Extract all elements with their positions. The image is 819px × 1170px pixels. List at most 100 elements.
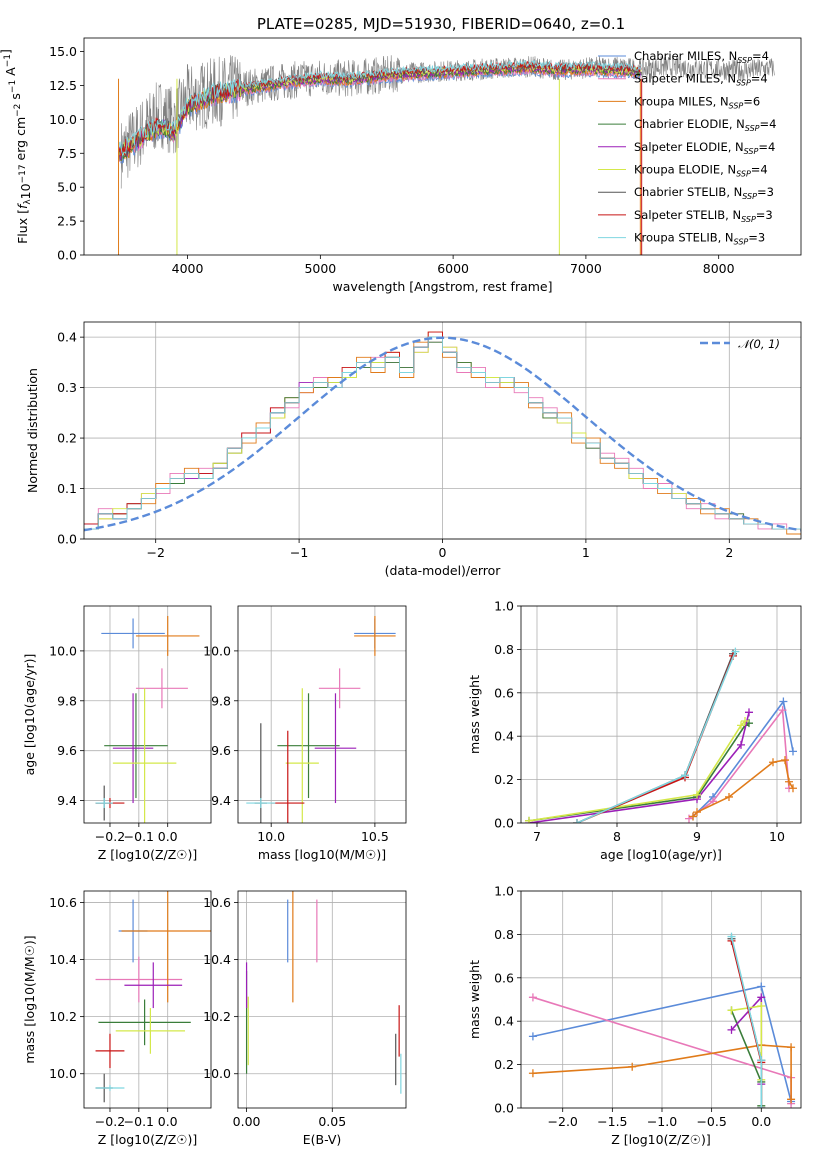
x-tick-label: −1 [290,545,308,560]
x-axis-label: Z [log10(Z/Z☉)] [98,1132,198,1147]
y-tick-label: 9.6 [211,743,231,758]
y-tick-label: 10.4 [203,952,231,967]
weight-marker [787,1095,796,1104]
weight-marker [741,717,749,726]
weight-marker [727,1025,736,1034]
y-tick-label: 0.8 [494,642,514,657]
y-tick-label: 2.5 [57,214,77,229]
x-tick-label: −0.1 [124,1114,154,1129]
weight-marker [785,777,793,786]
y-tick-label: 0.0 [494,816,514,831]
x-tick-label: 9 [693,829,701,844]
x-tick-label: 7000 [570,261,602,276]
weight-marker [757,1104,766,1108]
axes-weight_vs_Z: −2.0 −1.5 −1.0 −0.5 0.0 0.0 0.2 0.4 0.6 0.8 1.0 Z [… [467,884,802,1147]
axes-spectrum: 4000 5000 6000 7000 8000 0.0 2.5 5.0 7.5 10.0 12.5… [0,37,802,294]
y-axis-label: mass weight [467,960,482,1039]
y-tick-label: 10.2 [49,1009,77,1024]
weight-marker [731,647,740,656]
y-tick-label: 10.0 [203,1066,231,1081]
y-tick-label: 9.4 [211,793,231,808]
axes-mass_vs_Z: −0.2−0.1 0.0 10.0 10.2 10.4 10.6 Z [log10(Z/Z☉… [22,890,212,1147]
x-axis-label: mass [log10(M/M☉)] [258,847,386,862]
y-tick-label: 9.8 [57,693,77,708]
legend-label: Chabrier ELODIE, NSSP=4 [634,117,776,133]
weight-marker [757,982,766,991]
plot-area [84,331,801,535]
plot-area [95,615,200,823]
y-tick-label: 10.6 [49,895,77,910]
x-tick-label: −0.2 [95,829,125,844]
weight-marker [528,993,537,1002]
x-tick-label: −0.2 [95,1114,125,1129]
axes-frame [83,321,802,540]
weight-marker [693,790,701,799]
y-axis-label: mass weight [467,675,482,754]
y-tick-label: 0.4 [57,330,77,345]
y-tick-label: 9.6 [57,743,77,758]
y-tick-label: 10.0 [49,643,77,658]
legend-label: Chabrier MILES, NSSP=4 [634,49,769,65]
y-tick-label: 10.6 [203,895,231,910]
x-tick-label: −0.5 [696,1114,726,1129]
plot-area [528,932,796,1108]
figure-title: PLATE=0285, MJD=51930, FIBERID=0640, z=0… [257,15,625,33]
y-tick-label: 0.0 [57,532,77,547]
weight-marker [725,792,733,801]
legend-label: Kroupa STELIB, NSSP=3 [634,231,765,247]
y-axis-label: Normed distribution [25,368,40,493]
x-axis-label: E(B-V) [303,1132,342,1147]
y-tick-label: 10.0 [49,112,77,127]
y-tick-label: 12.5 [49,78,77,93]
x-tick-label: 2 [725,545,733,560]
axes-mass_vs_EBV: 0.00 0.05 10.0 10.2 10.4 10.6 E(B-V) [203,890,407,1147]
legend-label: Salpeter STELIB, NSSP=3 [634,208,773,224]
x-tick-label: 0 [439,545,447,560]
axes-frame [237,605,407,824]
histogram-series [84,336,801,530]
legend-label: Chabrier STELIB, NSSP=3 [634,185,774,201]
x-tick-label: −0.1 [124,829,154,844]
weight-series [576,655,734,823]
x-axis-label: Z [log10(Z/Z☉)] [98,847,198,862]
x-tick-label: 1 [582,545,590,560]
model-spectrum [118,62,642,156]
x-tick-label: 8 [613,829,621,844]
y-tick-label: 1.0 [494,884,514,899]
x-tick-label: 0.05 [318,1114,346,1129]
y-axis-label: mass [log10(M/M☉)] [22,935,37,1063]
weight-marker [789,784,797,793]
y-tick-label: 0.2 [494,772,514,787]
weight-series [692,699,794,818]
weight-marker [779,697,788,706]
y-tick-label: 7.5 [57,146,77,161]
x-axis-label: age [log10(age/yr)] [600,847,722,862]
axes-residuals: −2 −1 0 1 2 0.0 0.1 0.2 0.3 0.4 (data-model)/error… [25,321,802,578]
legend: Chabrier MILES, NSSP=4 Salpeter MILES, NS… [598,49,776,247]
weight-marker [681,771,689,780]
plots-layer: 4000 5000 6000 7000 80000.02.55.07.510.012.5… [0,37,802,1147]
normal-curve [84,336,801,532]
y-tick-label: 0.8 [494,927,514,942]
legend-label: Salpeter MILES, NSSP=4 [634,72,768,88]
plot-area [246,615,396,823]
axes-frame [520,605,802,824]
y-axis-label: age [log10(age/yr)] [22,654,37,776]
y-tick-label: 5.0 [57,180,77,195]
y-tick-label: 0.6 [494,685,514,700]
legend-label: 𝒩(0, 1) [738,337,780,351]
weight-marker [769,758,777,767]
y-tick-label: 0.0 [57,248,77,263]
legend-label: Kroupa MILES, NSSP=6 [634,94,760,110]
y-tick-label: 9.8 [211,693,231,708]
x-tick-label: −2 [146,545,164,560]
weight-marker [528,1032,537,1041]
axes-weight_vs_age: 7 8 9 10 0.0 0.2 0.4 0.6 0.8 1.0 age [log10(age/yr… [467,599,802,862]
plot-area [118,55,775,255]
axes-age_vs_mass: 10.0 10.5 9.4 9.6 9.8 10.0 mass [log10(M/M☉)] [203,605,407,862]
weight-marker [737,721,745,730]
axes-age_vs_Z: −0.2−0.1 0.0 9.4 9.6 9.8 10.0 Z [log10(Z/Z☉)] a… [22,605,212,862]
y-tick-label: 1.0 [494,599,514,614]
y-axis-label: Flux [fλ10−17 erg cm−2 s−1 A−1] [0,49,33,244]
weight-marker [778,706,787,715]
